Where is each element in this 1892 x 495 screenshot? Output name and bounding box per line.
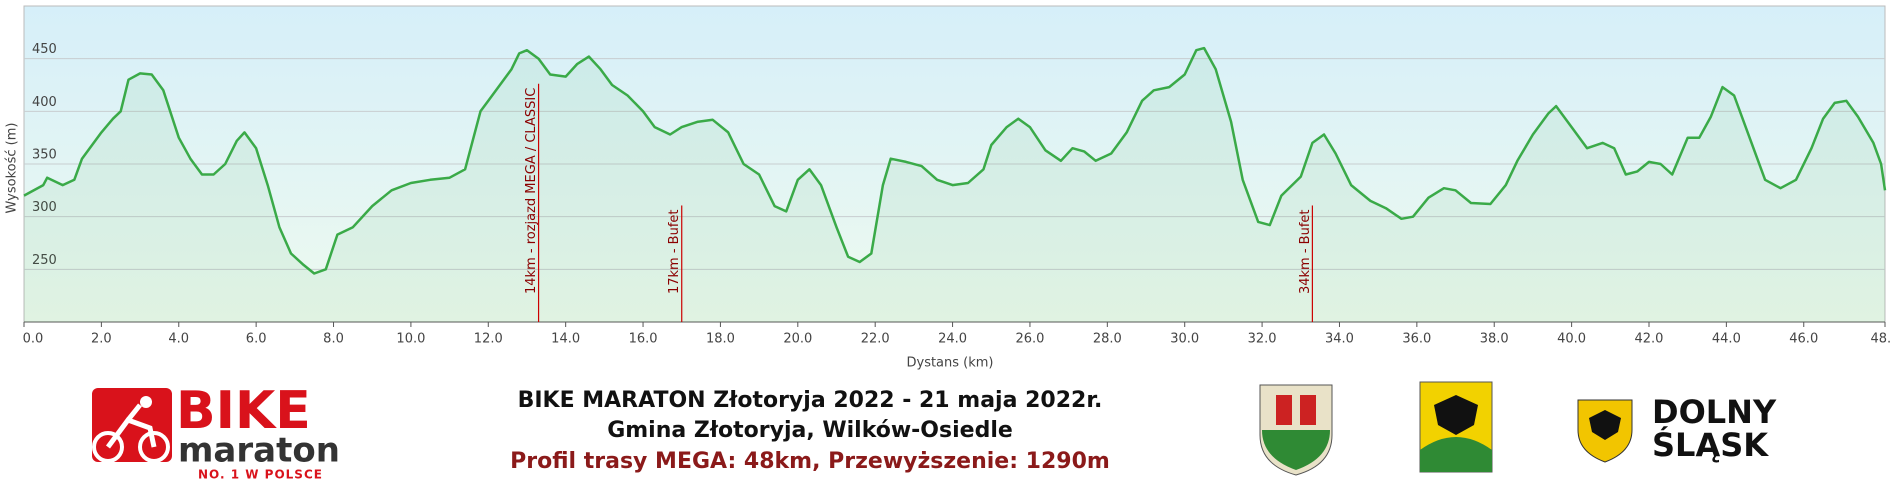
- x-tick-label: 12.0: [474, 332, 503, 347]
- y-tick-label: 400: [32, 95, 57, 110]
- x-tick-label: 36.0: [1402, 332, 1431, 347]
- footer-line: BIKE MARATON Złotoryja 2022 - 21 maja 20…: [518, 388, 1103, 413]
- y-axis-label: Wysokość (m): [5, 123, 20, 214]
- x-tick-label: 18.0: [706, 332, 735, 347]
- footer-line: Gmina Złotoryja, Wilków-Osiedle: [607, 418, 1013, 443]
- y-tick-label: 450: [32, 42, 57, 57]
- annotation-label: 14km - rozjazd MEGA / CLASSIC: [524, 88, 539, 294]
- x-tick-label: 34.0: [1325, 332, 1354, 347]
- x-tick-label: 4.0: [168, 332, 189, 347]
- x-tick-label: 20.0: [783, 332, 812, 347]
- y-tick-label: 300: [32, 200, 57, 215]
- x-tick-label: 8.0: [323, 332, 344, 347]
- x-tick-label: 14.0: [551, 332, 580, 347]
- coat-of-arms-zlotoryja: [1259, 384, 1333, 476]
- x-tick-label: 28.0: [1093, 332, 1122, 347]
- x-tick-label: 30.0: [1170, 332, 1199, 347]
- logo-text: ŚLĄSK: [1652, 425, 1769, 464]
- x-tick-label: 2.0: [91, 332, 112, 347]
- coat-of-arms-gmina: [1419, 381, 1493, 473]
- x-tick-label: 48.1: [1871, 332, 1892, 347]
- x-tick-label: 42.0: [1635, 332, 1664, 347]
- x-tick-label: 46.0: [1789, 332, 1818, 347]
- x-tick-label: 22.0: [861, 332, 890, 347]
- x-tick-label: 0.0: [23, 332, 44, 347]
- logo-sub: maraton: [178, 431, 340, 471]
- x-tick-label: 10.0: [396, 332, 425, 347]
- dolny-slask-logo: DOLNY ŚLĄSK: [1577, 393, 1777, 464]
- x-tick-label: 26.0: [1015, 332, 1044, 347]
- logo-text: DOLNY: [1652, 393, 1777, 431]
- y-tick-label: 250: [32, 253, 57, 268]
- x-tick-label: 44.0: [1712, 332, 1741, 347]
- x-tick-label: 16.0: [629, 332, 658, 347]
- x-tick-label: 32.0: [1248, 332, 1277, 347]
- x-tick-label: 6.0: [246, 332, 267, 347]
- x-tick-label: 40.0: [1557, 332, 1586, 347]
- bike-maraton-logo: BIKE maraton NO. 1 W POLSCE: [92, 381, 340, 482]
- annotation-label: 17km - Bufet: [667, 209, 682, 294]
- footer-line: Profil trasy MEGA: 48km, Przewyższenie: …: [510, 449, 1110, 474]
- elevation-line: [23, 46, 1887, 275]
- x-tick-label: 38.0: [1480, 332, 1509, 347]
- y-tick-label: 350: [32, 148, 57, 163]
- annotation-label: 34km - Bufet: [1298, 209, 1313, 294]
- logo-brand: BIKE: [176, 381, 311, 441]
- logo-tagline: NO. 1 W POLSCE: [198, 468, 323, 482]
- x-tick-label: 24.0: [938, 332, 967, 347]
- x-axis-label: Dystans (km): [906, 356, 993, 371]
